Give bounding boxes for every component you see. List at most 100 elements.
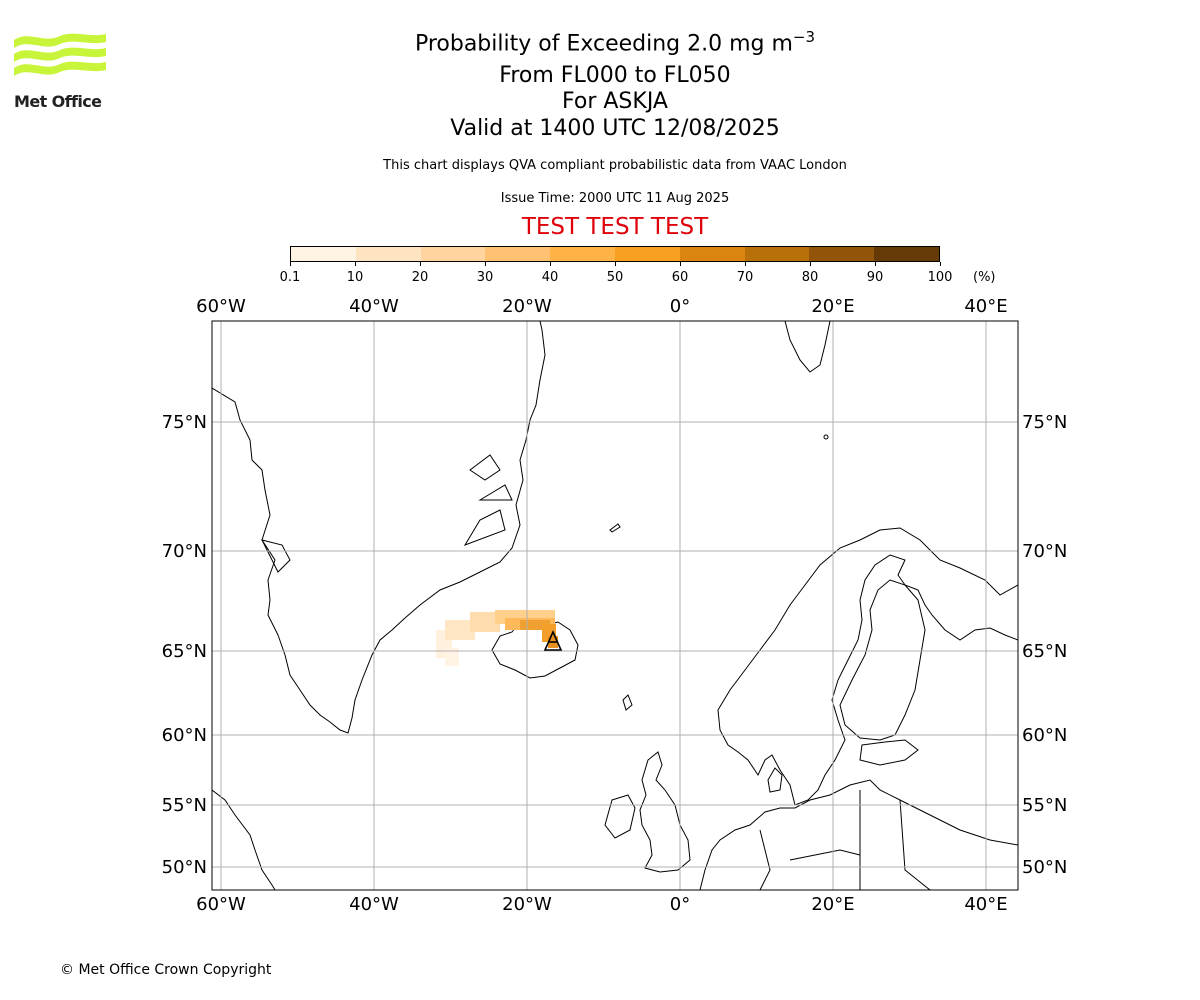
ireland-coastline xyxy=(604,794,636,839)
lon-label: 60°W xyxy=(196,894,246,915)
finland-coastline xyxy=(839,579,926,741)
title-superscript: −3 xyxy=(792,28,816,46)
greenland-fjord xyxy=(478,484,513,501)
colorbar-tick-label: 70 xyxy=(736,270,754,285)
lat-label: 55°N xyxy=(1022,795,1067,816)
colorbar-tick-mark xyxy=(615,262,616,266)
bear-island xyxy=(823,434,829,440)
colorbar-tick-label: 0.1 xyxy=(279,270,301,285)
colorbar-tick-mark xyxy=(745,262,746,266)
colorbar-segment xyxy=(291,247,356,261)
volcano-name: For ASKJA xyxy=(562,89,668,114)
colorbar-tick-mark xyxy=(290,262,291,266)
lon-label: 0° xyxy=(670,296,690,317)
test-banner: TEST TEST TEST xyxy=(521,214,709,240)
lat-labels-left: 75°N 70°N 65°N 60°N 55°N 50°N xyxy=(162,412,207,878)
border-line xyxy=(899,799,931,890)
plume-cell xyxy=(445,648,459,666)
canada-coastline xyxy=(212,789,276,890)
border-line xyxy=(789,849,861,861)
plume-cell xyxy=(445,620,475,640)
colorbar-segment xyxy=(550,247,615,261)
colorbar-tick-label: 80 xyxy=(801,270,819,285)
lat-label: 50°N xyxy=(162,857,207,878)
colorbar-segment xyxy=(809,247,875,261)
colorbar-tick-label: 90 xyxy=(866,270,884,285)
lat-label: 75°N xyxy=(162,412,207,433)
lat-label: 65°N xyxy=(1022,641,1067,662)
faroe-islands xyxy=(622,694,633,711)
lat-label: 70°N xyxy=(1022,541,1067,562)
jan-mayen-island xyxy=(609,523,621,533)
colorbar-tick-label: 20 xyxy=(411,270,429,285)
lat-label: 55°N xyxy=(162,795,207,816)
border-line xyxy=(759,829,771,890)
lat-label: 75°N xyxy=(1022,412,1067,433)
colorbar-segment xyxy=(679,247,745,261)
colorbar xyxy=(290,246,940,262)
lon-label: 40°W xyxy=(349,894,399,915)
lat-label: 50°N xyxy=(1022,857,1067,878)
colorbar-segment xyxy=(744,247,810,261)
colorbar-tick-mark xyxy=(940,262,941,266)
valid-time: Valid at 1400 UTC 12/08/2025 xyxy=(450,116,780,141)
greenland-fjord xyxy=(469,454,501,481)
colorbar-segment xyxy=(485,247,551,261)
greenland-fjord xyxy=(261,539,291,573)
logo-text: Met Office xyxy=(14,92,102,111)
colorbar-tick-label: 30 xyxy=(476,270,494,285)
lon-label: 20°W xyxy=(502,296,552,317)
issue-time: Issue Time: 2000 UTC 11 Aug 2025 xyxy=(500,191,730,206)
plume-cell xyxy=(470,612,500,632)
scandinavia-coastline xyxy=(717,527,1018,806)
colorbar-tick-mark xyxy=(550,262,551,266)
map-area xyxy=(212,321,1018,890)
volcano-triangle-icon xyxy=(543,630,563,651)
colorbar-tick-mark xyxy=(420,262,421,266)
colorbar-tick-label: 10 xyxy=(346,270,364,285)
lat-label: 60°N xyxy=(1022,725,1067,746)
lon-label: 40°E xyxy=(964,296,1007,317)
colorbar-segment xyxy=(355,247,421,261)
lon-label: 20°W xyxy=(502,894,552,915)
chart-title: Probability of Exceeding 2.0 mg m−3 xyxy=(0,28,1200,56)
map-frame xyxy=(211,320,1019,891)
colorbar-segment xyxy=(420,247,486,261)
level-range: From FL000 to FL050 xyxy=(499,63,731,88)
lon-label: 0° xyxy=(670,894,690,915)
met-office-logo: Met Office xyxy=(14,30,106,112)
great-britain-coastline xyxy=(639,751,691,873)
colorbar-tick-label: 100 xyxy=(927,270,953,285)
colorbar-unit: (%) xyxy=(973,270,996,285)
colorbar-tick-mark xyxy=(485,262,486,266)
greenland-fjord xyxy=(463,509,506,546)
lon-label: 60°W xyxy=(196,296,246,317)
colorbar-tick-label: 60 xyxy=(671,270,689,285)
lat-labels-right: 75°N 70°N 65°N 60°N 55°N 50°N xyxy=(1022,412,1067,878)
colorbar-segment xyxy=(614,247,680,261)
colorbar-segment xyxy=(874,247,939,261)
title-main: Probability of Exceeding 2.0 mg m xyxy=(414,31,793,57)
lat-label: 70°N xyxy=(162,541,207,562)
denmark-coastline xyxy=(767,767,783,793)
disclaimer-text: This chart displays QVA compliant probab… xyxy=(383,158,847,173)
copyright-text: © Met Office Crown Copyright xyxy=(60,962,272,978)
colorbar-tick-label: 40 xyxy=(541,270,559,285)
lon-label: 20°E xyxy=(811,894,854,915)
lon-labels-bottom: 60°W 40°W 20°W 0° 20°E 40°E xyxy=(196,894,1007,915)
lon-labels-top: 60°W 40°W 20°W 0° 20°E 40°E xyxy=(196,296,1007,317)
plume-cell xyxy=(520,620,550,630)
lon-label: 40°E xyxy=(964,894,1007,915)
ash-plume xyxy=(436,610,558,666)
colorbar-tick-mark xyxy=(355,262,356,266)
colorbar-tick-mark xyxy=(680,262,681,266)
colorbar-tick-mark xyxy=(810,262,811,266)
europe-coastline xyxy=(699,779,1018,890)
colorbar-tick-label: 50 xyxy=(606,270,624,285)
svalbard-coastline xyxy=(784,321,831,373)
lon-label: 40°W xyxy=(349,296,399,317)
lon-label: 20°E xyxy=(811,296,854,317)
lat-label: 65°N xyxy=(162,641,207,662)
colorbar-tick-mark xyxy=(875,262,876,266)
